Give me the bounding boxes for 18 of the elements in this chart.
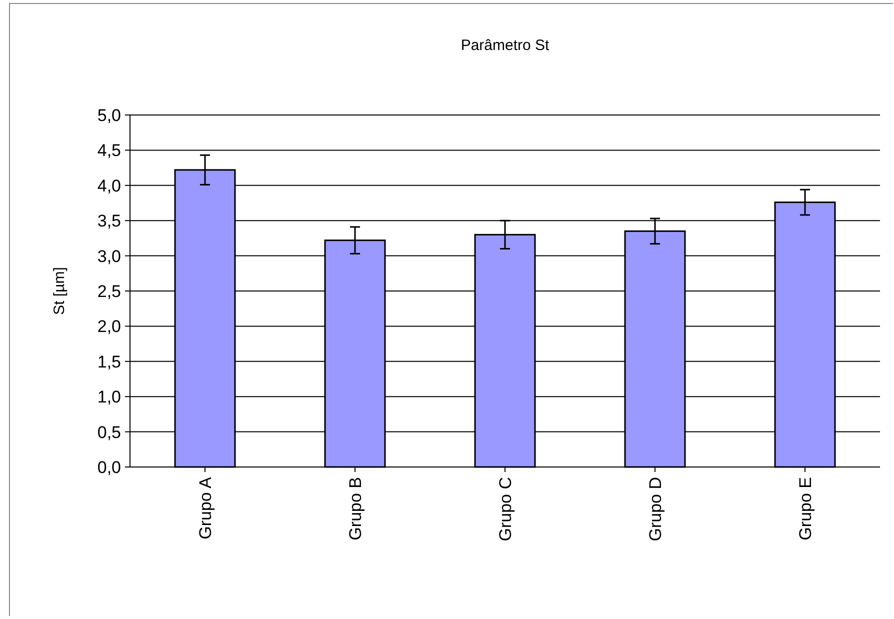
x-tick-label: Grupo C	[496, 477, 515, 542]
x-tick-label: Grupo B	[346, 477, 365, 540]
x-tick-label: Grupo A	[196, 476, 215, 540]
x-tick-label: Grupo D	[646, 477, 665, 542]
y-tick-label: 0,5	[97, 422, 121, 442]
y-tick-label: 1,0	[97, 388, 121, 407]
y-tick-label: 3,0	[97, 246, 121, 266]
y-tick-label: 0,0	[97, 458, 121, 477]
y-tick-label: 2,0	[97, 317, 121, 336]
y-axis-title: St [µm]	[51, 267, 68, 315]
y-tick-label: 4,0	[97, 176, 121, 196]
y-tick-label: 5,0	[97, 106, 121, 125]
x-tick-label: Grupo E	[796, 477, 815, 540]
chart-title: Parâmetro St	[460, 37, 550, 54]
y-tick-label: 4,5	[97, 141, 121, 160]
y-tick-label: 1,5	[97, 352, 121, 372]
y-tick-label: 3,5	[97, 212, 121, 231]
y-tick-label: 2,5	[97, 282, 121, 301]
